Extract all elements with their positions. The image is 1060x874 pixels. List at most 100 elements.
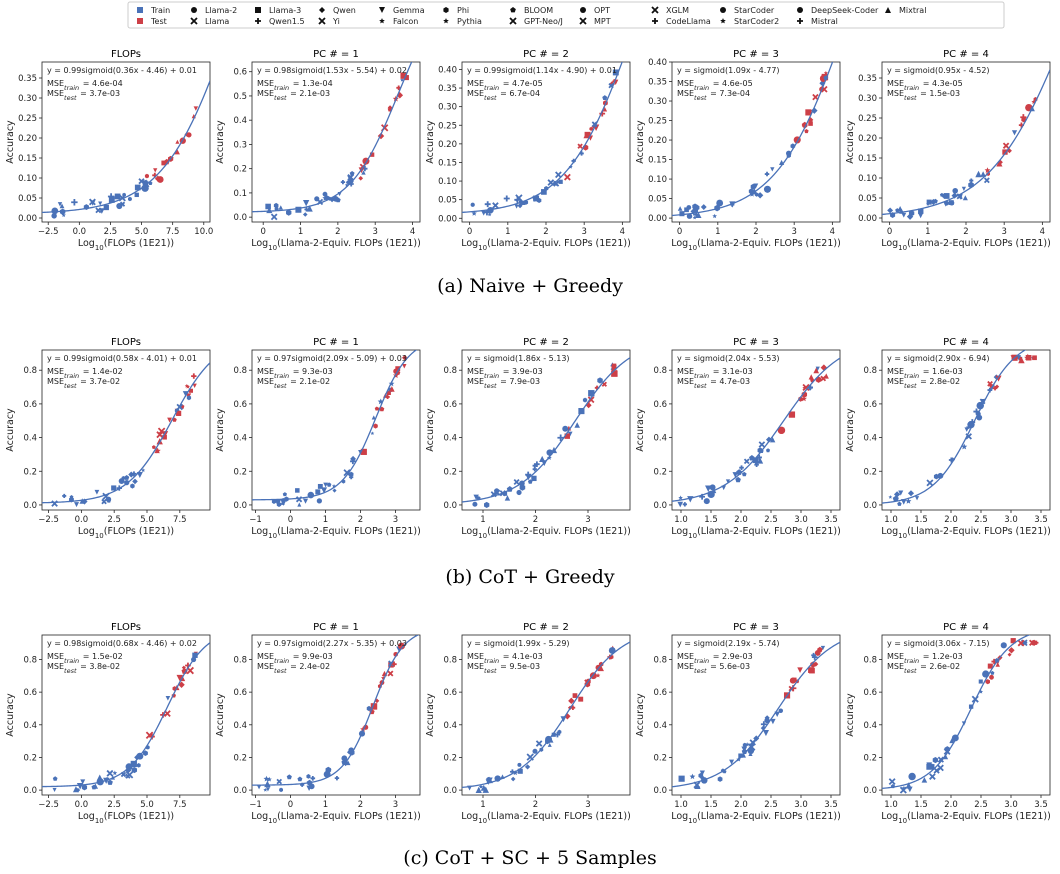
x-tick-label: 2.5: [974, 800, 988, 810]
test-point: [805, 109, 812, 116]
y-tick-label: 0.00: [438, 214, 457, 224]
legend-label-1: Train: [150, 6, 170, 15]
train-point: [343, 761, 348, 767]
y-tick-label: 0.2: [653, 753, 667, 763]
mse-test: MSEtest = 3.7e-02: [47, 377, 120, 390]
train-point: [941, 193, 947, 199]
train-point: [535, 740, 543, 747]
train-point: [888, 495, 893, 499]
test-point: [400, 72, 407, 79]
x-tick-label: 1.0: [884, 515, 898, 525]
train-point: [322, 195, 329, 201]
legend-marker-4: [190, 17, 198, 25]
mse-train: MSEtrain = 1.4e-02: [47, 367, 123, 380]
fit-curve: [42, 362, 210, 504]
test-point: [1020, 114, 1027, 121]
train-point: [557, 434, 564, 441]
x-tick-label: 3: [1001, 227, 1006, 237]
train-point: [729, 759, 735, 765]
x-tick-label: 2.5: [974, 515, 988, 525]
y-axis-label: Accuracy: [635, 693, 646, 737]
test-point: [584, 131, 591, 138]
mse-test: MSEtest = 6.7e-04: [467, 89, 540, 102]
fit-curve: [42, 642, 210, 788]
y-tick-label: 0.20: [438, 140, 457, 150]
y-tick-label: 0.30: [858, 94, 877, 104]
y-tick-label: 0.4: [653, 434, 667, 444]
train-point: [513, 479, 520, 486]
train-point: [943, 193, 950, 199]
scatter-points: [52, 651, 198, 793]
train-point: [678, 495, 683, 500]
train-point: [597, 377, 603, 384]
x-tick-label: 1: [298, 227, 303, 237]
plot-frame: [251, 349, 421, 511]
y-tick-label: 0.4: [863, 434, 877, 444]
test-point: [387, 670, 394, 677]
train-point: [725, 479, 731, 484]
train-point: [732, 472, 739, 478]
train-point: [747, 747, 755, 755]
train-point: [101, 498, 107, 505]
scatter-points: [677, 364, 829, 508]
x-tick-label: 2: [358, 515, 363, 525]
test-point: [813, 367, 820, 374]
mse-train: MSEtrain = 1.3e-04: [257, 79, 333, 92]
train-point: [306, 205, 313, 212]
train-point: [52, 776, 58, 781]
test-point: [370, 703, 378, 710]
x-axis-label: Log10(FLOPs (1E21)): [78, 238, 174, 252]
mse-train: MSEtrain = 1.2e-03: [887, 652, 963, 665]
y-tick-label: 0.4: [233, 721, 247, 731]
fit-equation: y = sigmoid(1.86x - 5.13): [467, 354, 570, 363]
x-tick-label: 0: [887, 227, 892, 237]
fit-curve: [882, 635, 1031, 790]
train-point: [749, 455, 755, 461]
panel-title: FLOPs: [111, 337, 141, 348]
train-point: [340, 180, 346, 185]
test-point: [578, 696, 584, 702]
fit-equation: y = sigmoid(2.19x - 5.74): [677, 639, 780, 648]
fit-curve: [672, 641, 840, 788]
panel-title: PC # = 3: [733, 622, 779, 633]
y-tick-label: 0.0: [23, 501, 37, 511]
test-point: [389, 386, 395, 392]
train-point: [750, 183, 756, 190]
train-point: [914, 496, 920, 501]
train-point: [524, 764, 531, 770]
train-point: [769, 437, 776, 443]
train-point: [694, 782, 701, 790]
train-point: [130, 760, 137, 768]
train-point: [753, 735, 760, 742]
train-point: [487, 206, 494, 214]
train-point: [266, 776, 272, 782]
panel-2-5: PC # = 4 1.0 1.5 2.0 2.5 3.0 3.5 0.0 0.2 0.4 0.6 0.…: [845, 337, 1051, 540]
legend-marker-12: [443, 18, 449, 24]
y-tick-label: 0.6: [233, 68, 247, 78]
train-point: [917, 212, 924, 219]
mse-train: MSEtrain = 3.1e-03: [677, 367, 753, 380]
y-tick-label: 0.35: [438, 84, 457, 94]
y-tick-label: 0.6: [653, 688, 667, 698]
x-tick-label: 3.5: [1034, 515, 1048, 525]
x-tick-label: 2.0: [944, 515, 958, 525]
test-point: [369, 152, 375, 157]
panel-title: PC # = 1: [313, 622, 359, 633]
test-point: [995, 375, 1002, 382]
legend-label-16: MPT: [594, 17, 611, 26]
train-point: [504, 495, 511, 501]
test-point: [1034, 640, 1039, 645]
train-point: [692, 215, 697, 220]
panel-title: PC # = 4: [943, 622, 989, 633]
x-tick-label: 2: [963, 227, 968, 237]
train-point: [700, 775, 705, 780]
test-point: [188, 388, 193, 393]
train-point: [525, 471, 532, 478]
y-tick-label: 0.6: [863, 688, 877, 698]
legend-marker-3: [191, 7, 197, 13]
x-tick-label: 2: [543, 227, 548, 237]
legend-marker-22: [797, 18, 803, 24]
train-point: [926, 479, 934, 487]
test-point: [789, 677, 796, 684]
x-tick-label: 0: [288, 800, 293, 810]
